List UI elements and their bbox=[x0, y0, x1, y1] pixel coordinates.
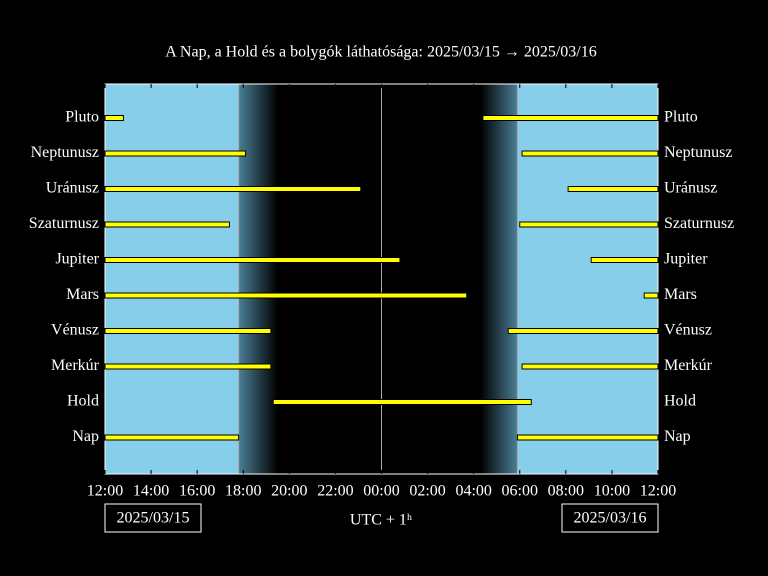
row-label: Mars bbox=[664, 286, 697, 303]
row-label: Pluto bbox=[65, 109, 99, 126]
x-tick-label: 00:00 bbox=[363, 483, 399, 500]
row-label: Jupiter bbox=[664, 251, 708, 268]
chart-title: A Nap, a Hold és a bolygók láthatósága: … bbox=[165, 44, 597, 61]
x-tick-label: 10:00 bbox=[594, 483, 630, 500]
row-label: Jupiter bbox=[55, 251, 99, 268]
row-label: Vénusz bbox=[664, 322, 712, 339]
x-tick-label: 04:00 bbox=[455, 483, 491, 500]
x-axis-label: UTC + 1ʰ bbox=[350, 512, 412, 529]
row-label: Neptunusz bbox=[664, 144, 732, 161]
row-label: Merkúr bbox=[664, 357, 713, 374]
visibility-bar bbox=[104, 257, 401, 263]
x-tick-label: 20:00 bbox=[271, 483, 307, 500]
row-label: Hold bbox=[664, 393, 696, 410]
visibility-bar bbox=[104, 363, 272, 370]
row-label: Vénusz bbox=[51, 322, 99, 339]
row-label: Hold bbox=[67, 393, 99, 410]
row-label: Uránusz bbox=[664, 180, 717, 197]
row-label: Mars bbox=[66, 286, 99, 303]
visibility-bar bbox=[519, 221, 659, 228]
day-region bbox=[105, 84, 239, 474]
row-label: Szaturnusz bbox=[664, 215, 734, 232]
x-tick-label: 22:00 bbox=[317, 483, 353, 500]
row-label: Szaturnusz bbox=[29, 215, 99, 232]
day-region bbox=[517, 84, 658, 474]
date-label: 2025/03/16 bbox=[574, 510, 647, 527]
dawn-region bbox=[480, 84, 518, 474]
x-tick-label: 02:00 bbox=[409, 483, 445, 500]
visibility-bar bbox=[521, 150, 659, 157]
visibility-bar bbox=[104, 434, 240, 441]
x-tick-label: 12:00 bbox=[640, 483, 676, 500]
visibility-bar bbox=[643, 292, 659, 299]
row-label: Nap bbox=[664, 428, 691, 445]
x-tick-label: 08:00 bbox=[548, 483, 584, 500]
visibility-bar bbox=[104, 292, 468, 299]
row-label: Merkúr bbox=[51, 357, 100, 374]
visibility-bar bbox=[482, 115, 659, 121]
row-label: Uránusz bbox=[46, 180, 99, 197]
row-label: Pluto bbox=[664, 109, 698, 126]
x-tick-label: 12:00 bbox=[87, 483, 123, 500]
x-tick-label: 14:00 bbox=[133, 483, 169, 500]
visibility-bar bbox=[104, 328, 272, 334]
visibility-bar bbox=[104, 221, 230, 228]
visibility-bar bbox=[507, 328, 659, 334]
visibility-bar bbox=[590, 257, 659, 263]
visibility-bar bbox=[104, 115, 124, 121]
x-tick-label: 16:00 bbox=[179, 483, 215, 500]
x-tick-label: 06:00 bbox=[502, 483, 538, 500]
visibility-bar bbox=[104, 150, 247, 157]
date-label: 2025/03/15 bbox=[117, 510, 190, 527]
visibility-bar bbox=[516, 434, 659, 441]
dusk-region bbox=[238, 84, 278, 474]
date-box bbox=[104, 503, 202, 533]
visibility-bar bbox=[272, 399, 532, 405]
visibility-bar bbox=[521, 363, 659, 370]
visibility-bar bbox=[567, 186, 659, 192]
visibility-bar bbox=[104, 186, 362, 192]
row-label: Nap bbox=[72, 428, 99, 445]
date-box bbox=[561, 503, 659, 533]
x-tick-label: 18:00 bbox=[225, 483, 261, 500]
row-label: Neptunusz bbox=[31, 144, 99, 161]
